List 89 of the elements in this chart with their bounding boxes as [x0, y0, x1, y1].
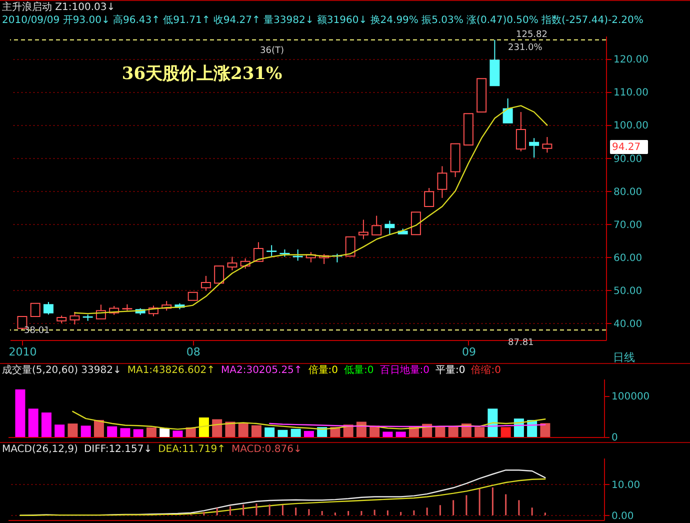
bar [160, 428, 170, 437]
bar [28, 408, 38, 437]
text: 94.27 [612, 142, 641, 153]
text: MA1:43826.602↑ [127, 365, 215, 376]
line-series [20, 478, 546, 516]
candlestick [424, 188, 434, 208]
y-tick-label: 90.00 [614, 154, 642, 165]
y-tick-label: 120.00 [614, 54, 648, 66]
bar [41, 412, 52, 437]
bar [435, 426, 446, 437]
candlestick [529, 138, 540, 158]
bar [474, 427, 485, 437]
bar [488, 408, 498, 437]
bar [500, 427, 511, 437]
bar [304, 430, 314, 437]
chart-subtitle: 2010/09/09 开93.00↓ 高96.43↑ 低91.71↑ 收94.27↑ 量33982↓ 额31960↓ 换24.99% 振5.03% 涨(0.47)0.50% 指数(-257.44)-2.20% [2, 14, 644, 27]
bar [80, 426, 91, 437]
candlestick [214, 265, 224, 284]
bar [540, 423, 550, 437]
bar [133, 429, 144, 437]
y-tick-label: 40.00 [614, 318, 642, 330]
y-tick-label: 70.00 [614, 220, 642, 231]
bar [225, 422, 236, 437]
candlestick [200, 275, 211, 292]
text: MACD:0.876↓ [232, 444, 302, 455]
candlestick [372, 215, 382, 236]
x-tick-label: 2010 [8, 346, 37, 358]
text: DIFF:12.157↓ [84, 444, 152, 455]
y-tick-label: 0 [612, 432, 618, 444]
annotation: 36天股价上涨231% [122, 64, 282, 84]
x-tick-label: 08 [186, 346, 200, 358]
y-tick-label: 60.00 [614, 252, 642, 264]
candlestick [266, 244, 277, 257]
text: DEA:11.719↑ [158, 444, 226, 455]
text: 日线 [613, 351, 635, 364]
candlestick [542, 136, 552, 154]
text: 低量:0 [344, 365, 374, 376]
candlestick [437, 166, 448, 198]
text: MA2:30205.25↑ [221, 365, 302, 376]
ref-line-label: 38.01 [24, 326, 50, 336]
bar [198, 417, 209, 437]
bar [120, 428, 130, 437]
bar [68, 424, 78, 437]
text: 倍量:0 [308, 365, 338, 376]
candlestick [358, 219, 368, 240]
candlestick [410, 212, 421, 236]
line-series [72, 410, 546, 430]
chart-title: 成交量(5,20,60) 33982↓ [2, 365, 122, 376]
bar [15, 389, 26, 437]
bar [94, 420, 104, 437]
annotation: 231.0% [508, 43, 543, 53]
bar [382, 432, 393, 437]
y-tick-label: 100000 [612, 392, 650, 403]
ref-line-label: 125.82 [516, 30, 548, 40]
bar [172, 430, 183, 437]
candlestick [70, 311, 80, 325]
bar [290, 428, 301, 437]
bar [212, 419, 222, 437]
candlestick [384, 220, 395, 236]
chart-title: MACD(26,12,9) [2, 444, 78, 455]
candlestick [502, 98, 513, 124]
y-tick-label: 50.00 [614, 286, 642, 297]
y-tick-label: 100.00 [614, 120, 648, 132]
candlestick [30, 302, 40, 318]
annotation: 87.81 [508, 338, 534, 348]
chart-title: 主升浪启动 Z1:100.03↓ [2, 2, 116, 13]
candlestick [516, 112, 526, 152]
bar [278, 430, 288, 437]
bar [396, 432, 406, 437]
text: 百日地量:0 [380, 365, 430, 376]
bar [54, 424, 65, 437]
bar [238, 424, 248, 437]
y-tick-label: 0.00 [612, 510, 634, 522]
bar [146, 427, 156, 437]
candlestick [345, 236, 356, 257]
text: 平量:0 [436, 365, 466, 376]
candlestick [253, 242, 264, 262]
bar [107, 426, 118, 437]
y-tick-label: 80.00 [614, 186, 642, 198]
bar [448, 426, 458, 437]
text: 倍缩:0 [471, 365, 501, 376]
x-tick-label: 09 [462, 346, 476, 358]
y-tick-label: 110.00 [614, 88, 648, 99]
y-tick-label: 10.00 [612, 480, 640, 491]
annotation: 36(T) [260, 46, 284, 56]
bar [264, 427, 275, 437]
candlestick [43, 302, 54, 316]
candlestick [227, 256, 238, 271]
bar [251, 425, 262, 437]
